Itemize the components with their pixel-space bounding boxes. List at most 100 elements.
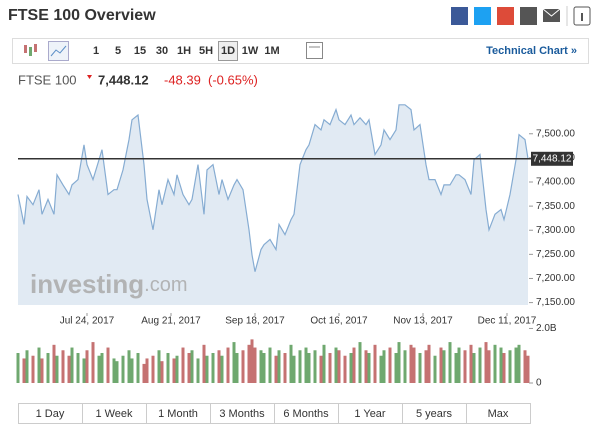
volume-bar	[247, 344, 251, 383]
line-icon[interactable]	[48, 41, 69, 61]
volume-bar	[268, 347, 272, 383]
volume-bar	[379, 355, 383, 383]
volume-bar	[196, 358, 200, 383]
x-tick-label: Sep 18, 2017	[225, 316, 285, 327]
watermark-suffix: .com	[144, 274, 187, 296]
volume-bar	[259, 350, 263, 383]
volume-bar	[337, 350, 341, 383]
down-arrow	[87, 75, 92, 79]
interval-button[interactable]: 1W	[242, 45, 259, 57]
volume-bar	[322, 344, 326, 383]
volume-bar	[469, 344, 473, 383]
volume-bar	[160, 361, 164, 383]
volume-bar	[394, 353, 398, 383]
period-label[interactable]: 1 Week	[95, 408, 133, 420]
volume-bar	[211, 353, 215, 383]
stocktwits-icon[interactable]	[520, 7, 537, 25]
quote-name: FTSE 100	[18, 72, 77, 87]
period-label[interactable]: 5 years	[416, 408, 453, 420]
google-icon[interactable]	[497, 7, 514, 25]
volume-bar	[388, 347, 392, 383]
volume-bar	[463, 350, 467, 383]
volume-bar	[517, 344, 521, 383]
volume-bar	[142, 363, 146, 383]
volume-bar	[472, 353, 476, 383]
volume-tick-label: 2.0B	[536, 323, 557, 334]
volume-bar	[202, 344, 206, 383]
volume-bar	[277, 350, 281, 383]
volume-bar	[136, 353, 140, 383]
volume-bar	[166, 353, 170, 383]
watermark: investing.com	[30, 269, 187, 299]
volume-bar	[514, 347, 518, 383]
twitter-icon[interactable]	[474, 7, 491, 25]
facebook-icon[interactable]	[451, 7, 468, 25]
volume-bar	[181, 347, 185, 383]
period-label[interactable]: 1 Day	[36, 408, 65, 420]
interval-active	[218, 41, 238, 61]
volume-bar	[253, 347, 257, 383]
interval-button[interactable]: 15	[134, 45, 146, 57]
volume-bar	[175, 355, 179, 383]
x-tick-label: Oct 16, 2017	[310, 316, 368, 327]
volume-bar	[121, 355, 125, 383]
current-price-label: 7,448.12	[533, 153, 572, 164]
volume-bar	[157, 350, 161, 383]
volume-bar	[100, 353, 104, 383]
volume-bar	[454, 353, 458, 383]
interval-button[interactable]: 1H	[177, 45, 191, 57]
volume-bar	[91, 342, 95, 383]
volume-bar	[283, 353, 287, 383]
volume-bar	[37, 347, 41, 383]
volume-bar	[478, 347, 482, 383]
volume-bar	[274, 355, 278, 383]
candle-icon[interactable]	[24, 44, 37, 56]
volume-bar	[190, 350, 194, 383]
volume-bar	[130, 358, 134, 383]
volume-bar	[313, 350, 317, 383]
period-label[interactable]: 1 Month	[158, 408, 198, 420]
volume-bar	[220, 355, 224, 383]
interval-button[interactable]: 5	[115, 45, 121, 57]
volume-bar	[508, 350, 512, 383]
volume-bar	[403, 350, 407, 383]
line-icon-stroke	[50, 45, 67, 57]
volume-bar	[412, 347, 416, 383]
interval-button[interactable]: 30	[156, 45, 168, 57]
volume-bar	[97, 355, 101, 383]
interval-button[interactable]: 1D	[221, 45, 235, 57]
y-tick-label: 7,500.00	[536, 128, 575, 139]
volume-bar	[424, 350, 428, 383]
volume-bar	[427, 344, 431, 383]
volume-bar	[55, 355, 59, 383]
watermark-brand: investing	[30, 269, 144, 299]
volume-bar	[70, 347, 74, 383]
volume-bar	[343, 355, 347, 383]
volume-bar	[334, 347, 338, 383]
period-button[interactable]	[466, 403, 531, 424]
volume-bar	[523, 350, 527, 383]
volume-bar	[25, 350, 29, 383]
share-icons	[451, 6, 591, 26]
interval-button[interactable]: 1M	[264, 45, 279, 57]
volume-bar	[232, 342, 236, 383]
technical-chart-link[interactable]: Technical Chart »	[486, 45, 577, 57]
interval-button[interactable]: 1	[93, 45, 99, 57]
volume-bar	[289, 344, 293, 383]
interval-button[interactable]: 5H	[199, 45, 213, 57]
volume-bar	[85, 350, 89, 383]
period-label[interactable]: Max	[488, 408, 509, 420]
volume-bar	[352, 347, 356, 383]
area-fill	[18, 104, 528, 305]
period-label[interactable]: 6 Months	[283, 408, 329, 420]
y-tick-label: 7,200.00	[536, 273, 575, 284]
period-label[interactable]: 3 Months	[219, 408, 265, 420]
period-label[interactable]: 1 Year	[354, 408, 386, 420]
volume-bar	[526, 355, 530, 383]
periods: 1 Day 1 Week 1 Month 3 Months 6 Months 1 Year…	[18, 403, 531, 424]
volume-bar	[298, 350, 302, 383]
volume-bar	[46, 353, 50, 383]
settings-icon[interactable]	[306, 42, 323, 59]
volume-bar	[304, 347, 308, 383]
